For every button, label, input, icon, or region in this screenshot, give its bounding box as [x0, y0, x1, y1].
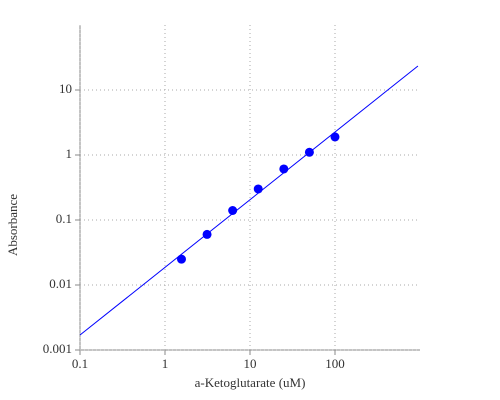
- y-axis-title: Absorbance: [5, 194, 20, 256]
- point: [176, 254, 186, 264]
- x-tick-label: 10: [244, 356, 257, 371]
- y-tick-label: 0.01: [49, 276, 72, 291]
- point: [304, 147, 314, 157]
- fit-line: [79, 65, 419, 336]
- y-tick-label: 0.1: [56, 211, 72, 226]
- point: [279, 164, 289, 174]
- point: [202, 229, 212, 239]
- point: [253, 184, 263, 194]
- y-tick-label: 10: [59, 81, 72, 96]
- point: [330, 132, 340, 142]
- x-tick-label: 1: [162, 356, 169, 371]
- x-tick-label: 0.1: [72, 356, 88, 371]
- x-axis-title: a-Ketoglutarate (uM): [195, 375, 306, 390]
- y-tick-label: 0.001: [43, 341, 72, 356]
- x-tick-label: 100: [325, 356, 345, 371]
- point: [228, 206, 238, 216]
- y-tick-label: 1: [66, 146, 73, 161]
